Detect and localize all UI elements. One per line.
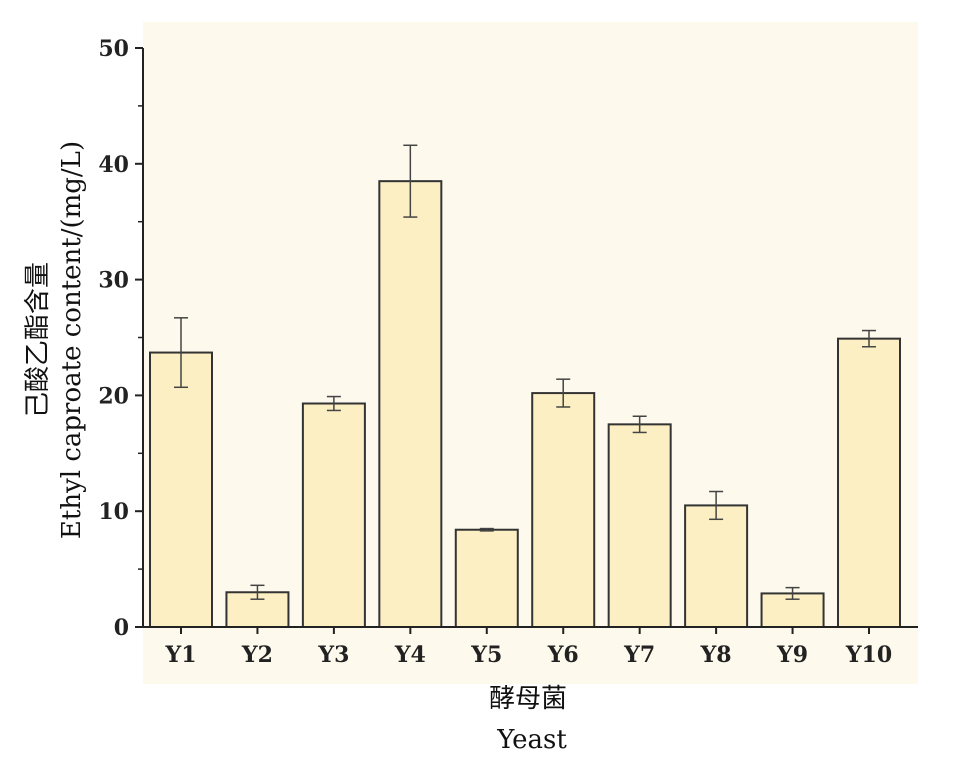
x-tick-label: Y9: [776, 642, 808, 668]
y-axis-title-cn-group: 己酸乙酯含量: [23, 262, 53, 418]
error-bars-group: [174, 144, 876, 600]
error-bar-y9: [785, 586, 800, 600]
x-tick-label: Y8: [700, 642, 732, 668]
error-bar-y2: [250, 584, 265, 600]
y-axis-title-group: Ethyl caproate content/(mg/L): [57, 141, 87, 539]
x-ticks-group: Y1 Y2 Y3 Y4 Y5 Y6 Y7 Y8 Y9 Y10: [164, 627, 892, 668]
error-bar-y1: [174, 317, 188, 389]
error-bar-y5: [479, 527, 494, 532]
x-axis-title-cn: 酵母菌: [489, 684, 567, 714]
error-bar-y6: [556, 378, 571, 408]
x-tick-label: Y1: [164, 642, 196, 668]
x-tick-label: Y4: [394, 642, 426, 668]
bars-group: [149, 180, 901, 629]
x-tick-label: Y2: [241, 642, 273, 668]
y-tick-label: 30: [98, 268, 129, 294]
y-axis-title: Ethyl caproate content/(mg/L): [57, 141, 87, 539]
bar-y6: [531, 392, 596, 629]
y-axis-title-cn: 己酸乙酯含量: [23, 262, 53, 418]
bar-y4: [378, 180, 443, 628]
error-bar-y8: [709, 490, 724, 521]
bar-y5: [454, 528, 519, 629]
x-tick-label: Y3: [317, 642, 349, 668]
x-tick-label: Y10: [845, 642, 892, 668]
x-tick-label: Y5: [470, 642, 502, 668]
y-tick-label: 20: [98, 383, 129, 409]
bar-y7: [607, 423, 672, 628]
y-tick-label: 50: [98, 36, 129, 62]
x-axis-title: Yeast: [496, 725, 567, 755]
y-tick-label: 40: [98, 152, 129, 178]
error-bar-y4: [403, 144, 418, 218]
bar-y8: [684, 504, 749, 628]
plot-background: [143, 22, 918, 684]
error-bar-y7: [632, 415, 647, 434]
y-tick-label: 10: [98, 499, 129, 525]
bar-y10: [837, 337, 901, 628]
x-tick-label: Y7: [623, 642, 655, 668]
bar-y1: [149, 351, 213, 628]
error-bar-y10: [862, 329, 876, 348]
y-tick-label: 0: [114, 615, 129, 641]
error-bar-y3: [326, 395, 341, 412]
bar-y3: [301, 402, 366, 629]
x-tick-label: Y6: [547, 642, 579, 668]
y-ticks-group: 0 10 20 30 40 50: [98, 36, 143, 641]
